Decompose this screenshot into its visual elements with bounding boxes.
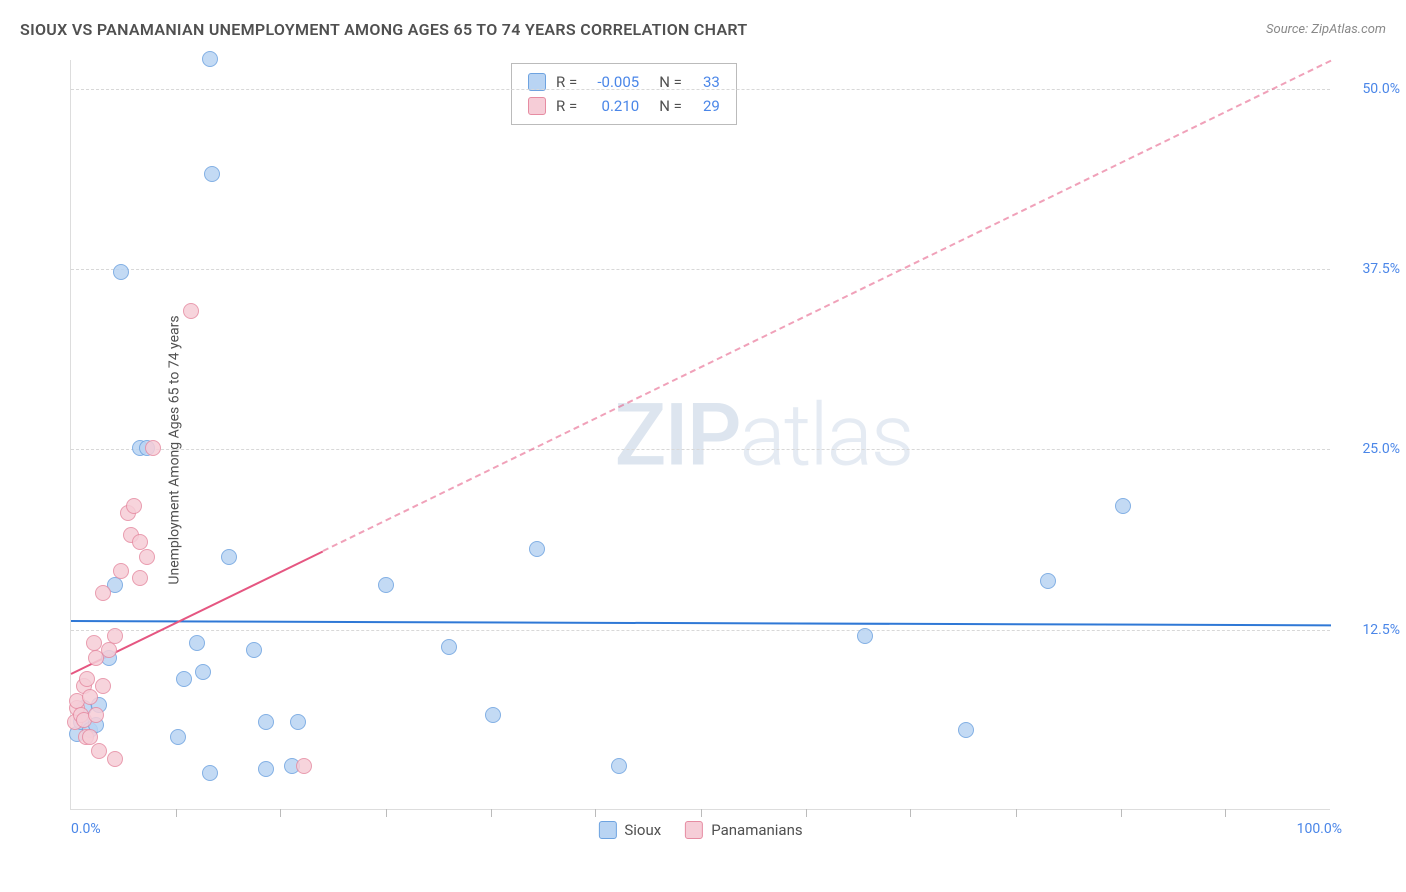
stat-r-value: -0.005: [587, 70, 639, 94]
y-tick-label: 25.0%: [1362, 441, 1400, 457]
data-point: [221, 549, 237, 565]
stat-r-value: 0.210: [587, 94, 639, 118]
chart-area: Unemployment Among Ages 65 to 74 years Z…: [50, 60, 1360, 840]
data-point: [132, 570, 148, 586]
legend-swatch: [685, 821, 703, 839]
data-point: [857, 628, 873, 644]
x-tick: [176, 809, 177, 817]
data-point: [529, 541, 545, 557]
data-point: [1040, 573, 1056, 589]
data-point: [290, 714, 306, 730]
data-point: [107, 628, 123, 644]
data-point: [202, 765, 218, 781]
data-point: [485, 707, 501, 723]
data-point: [246, 642, 262, 658]
data-point: [258, 761, 274, 777]
legend-label: Sioux: [624, 821, 661, 839]
gridline: [71, 630, 1330, 631]
data-point: [91, 743, 107, 759]
data-point: [82, 729, 98, 745]
data-point: [107, 751, 123, 767]
stats-row: R = -0.005 N = 33: [528, 70, 720, 94]
stat-r-label: R =: [556, 70, 577, 94]
stat-n-value: 29: [692, 94, 720, 118]
x-tick: [280, 809, 281, 817]
scatter-plot: ZIPatlas R =-0.005N =33R =0.210N =29 Sio…: [70, 60, 1330, 810]
data-point: [113, 264, 129, 280]
data-point: [958, 722, 974, 738]
data-point: [611, 758, 627, 774]
data-point: [441, 639, 457, 655]
data-point: [176, 671, 192, 687]
data-point: [145, 440, 161, 456]
data-point: [204, 166, 220, 182]
stat-r-label: R =: [556, 94, 577, 118]
x-tick: [806, 809, 807, 817]
stat-n-label: N =: [659, 94, 682, 118]
data-point: [88, 707, 104, 723]
data-point: [95, 678, 111, 694]
x-tick: [595, 809, 596, 817]
y-tick-label: 12.5%: [1362, 622, 1400, 638]
data-point: [113, 563, 129, 579]
data-point: [195, 664, 211, 680]
data-point: [170, 729, 186, 745]
data-point: [1115, 498, 1131, 514]
legend-swatch: [598, 821, 616, 839]
data-point: [126, 498, 142, 514]
series-swatch: [528, 97, 546, 115]
x-tick: [1121, 809, 1122, 817]
legend-label: Panamanians: [711, 821, 802, 839]
data-point: [101, 642, 117, 658]
data-point: [296, 758, 312, 774]
data-point: [95, 585, 111, 601]
stats-legend-box: R = -0.005 N = 33 R = 0.210 N = 29: [511, 63, 737, 125]
watermark: ZIPatlas: [614, 384, 912, 485]
legend-item: Panamanians: [685, 821, 802, 839]
x-tick: [1225, 809, 1226, 817]
data-point: [79, 671, 95, 687]
x-tick: [491, 809, 492, 817]
y-tick-label: 50.0%: [1362, 81, 1400, 97]
chart-title: SIOUX VS PANAMANIAN UNEMPLOYMENT AMONG A…: [20, 20, 748, 39]
gridline: [71, 449, 1330, 450]
x-tick-label: 100.0%: [1297, 821, 1342, 837]
data-point: [189, 635, 205, 651]
legend-item: Sioux: [598, 821, 661, 839]
x-tick: [386, 809, 387, 817]
source-label: Source: ZipAtlas.com: [1266, 22, 1386, 37]
data-point: [258, 714, 274, 730]
trend-line: [71, 620, 1331, 626]
bottom-legend: Sioux Panamanians: [598, 821, 802, 839]
data-point: [202, 51, 218, 67]
stat-n-label: N =: [659, 70, 682, 94]
y-tick-label: 37.5%: [1362, 261, 1400, 277]
trend-line: [323, 60, 1332, 552]
stats-row: R = 0.210 N = 29: [528, 94, 720, 118]
gridline: [71, 89, 1330, 90]
chart-header: SIOUX VS PANAMANIAN UNEMPLOYMENT AMONG A…: [20, 20, 1386, 39]
x-tick: [701, 809, 702, 817]
data-point: [183, 303, 199, 319]
watermark-light: atlas: [740, 384, 913, 485]
gridline: [71, 269, 1330, 270]
x-tick-label: 0.0%: [71, 821, 101, 837]
data-point: [378, 577, 394, 593]
x-tick: [910, 809, 911, 817]
stat-n-value: 33: [692, 70, 720, 94]
x-tick: [1016, 809, 1017, 817]
data-point: [139, 549, 155, 565]
